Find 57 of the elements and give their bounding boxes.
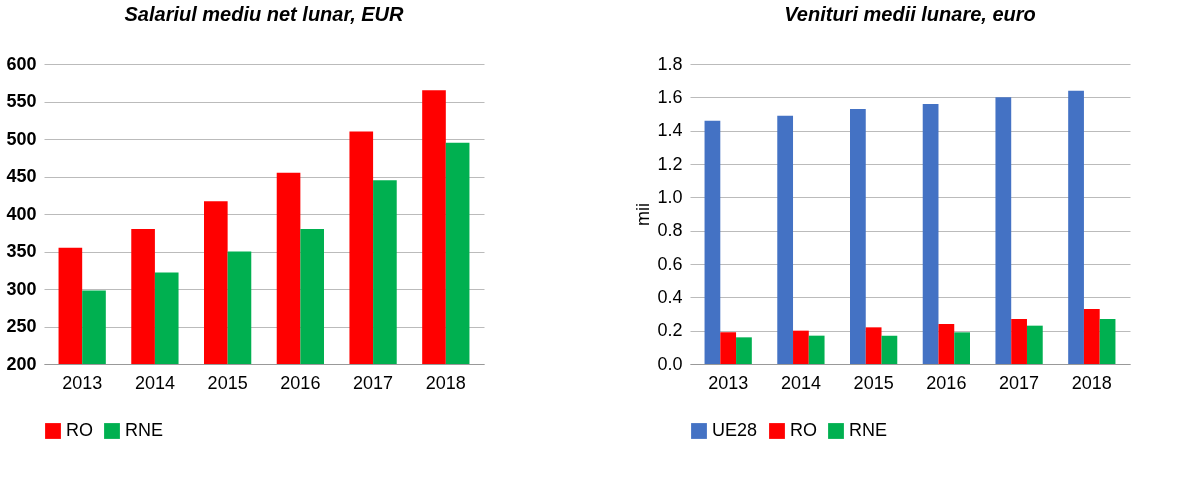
x-tick-label: 2016 (926, 372, 967, 393)
y-axis-title: mii (633, 203, 654, 226)
y-tick-label: 1.0 (657, 186, 683, 207)
y-tick-label: 1.8 (657, 53, 683, 74)
bar (881, 335, 898, 364)
y-tick-label: 1.4 (657, 120, 683, 141)
bar (1068, 90, 1084, 364)
x-tick-label: 2015 (207, 372, 248, 393)
bar (793, 330, 809, 364)
x-tick-label: 2017 (353, 372, 394, 393)
y-tick-label: 300 (6, 278, 37, 299)
x-tick-label: 2014 (134, 372, 175, 393)
bar (808, 335, 825, 364)
chart-title: Venituri medii lunare, euro (784, 3, 1036, 25)
x-tick-label: 2016 (280, 372, 321, 393)
x-tick-label: 2018 (425, 372, 466, 393)
y-tick-label: 450 (6, 166, 37, 186)
y-tick-label: 0.0 (657, 353, 683, 374)
y-tick-label: 400 (6, 203, 37, 224)
y-tick-label: 1.2 (657, 153, 683, 174)
y-tick-label: 600 (6, 53, 37, 74)
bar (865, 327, 882, 364)
bar (1083, 309, 1100, 364)
y-tick-label: 0.8 (657, 220, 683, 241)
chart-title: Salariul mediu net lunar, EUR (124, 3, 405, 25)
x-tick-label: 2018 (1071, 372, 1112, 393)
x-tick-label: 2013 (708, 372, 749, 393)
y-tick-label: 500 (6, 128, 37, 149)
bar (938, 324, 955, 364)
bar (1011, 319, 1027, 364)
bar (995, 97, 1012, 364)
y-tick-label: 0.2 (657, 320, 683, 341)
bar (704, 120, 721, 364)
legend-label: RNE (125, 420, 164, 440)
bar (954, 332, 970, 364)
y-tick-label: 250 (6, 316, 37, 336)
x-tick-label: 2014 (780, 372, 821, 393)
legend-label: RNE (849, 420, 888, 440)
y-tick-label: 200 (6, 353, 37, 374)
y-tick-label: 0.4 (657, 286, 683, 307)
bar (922, 104, 939, 364)
x-tick-label: 2017 (999, 372, 1040, 393)
bar (850, 109, 866, 364)
x-tick-label: 2013 (62, 372, 103, 393)
y-tick-label: 550 (6, 91, 37, 111)
legend-label: UE28 (712, 420, 758, 440)
bar (736, 337, 752, 364)
bar (720, 332, 737, 364)
bar (1026, 325, 1043, 364)
bar (777, 115, 794, 364)
legend-label: RO (790, 420, 817, 440)
y-tick-label: 0.6 (657, 253, 683, 274)
legend-label: RO (66, 420, 93, 440)
x-tick-label: 2015 (853, 372, 894, 393)
y-tick-label: 1.6 (657, 86, 683, 107)
y-tick-label: 350 (6, 241, 37, 261)
bar (1099, 319, 1116, 364)
